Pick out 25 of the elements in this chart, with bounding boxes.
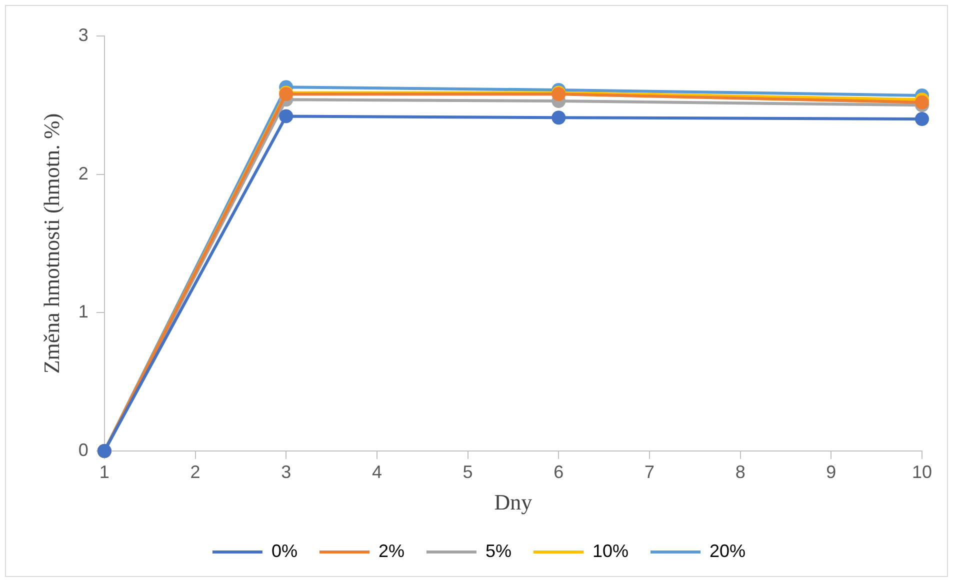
legend-label: 5% bbox=[485, 540, 512, 561]
y-tick-label: 0 bbox=[78, 440, 88, 460]
legend-label: 2% bbox=[378, 540, 404, 561]
legend-label: 10% bbox=[592, 540, 629, 561]
x-tick-label: 7 bbox=[644, 462, 654, 482]
x-tick-label: 1 bbox=[99, 462, 110, 482]
point bbox=[915, 112, 929, 126]
x-tick-label: 3 bbox=[281, 462, 292, 482]
y-tick-label: 3 bbox=[78, 24, 88, 45]
x-tick-label: 10 bbox=[912, 462, 932, 482]
y-tick-label: 2 bbox=[78, 163, 88, 184]
x-tick-label: 5 bbox=[462, 462, 473, 482]
point bbox=[279, 109, 294, 124]
point bbox=[552, 110, 566, 125]
point bbox=[915, 95, 929, 110]
y-axis-title: Změna hmotnosti (hmotn. %) bbox=[38, 113, 64, 374]
legend-label: 20% bbox=[710, 540, 746, 561]
x-tick-label: 2 bbox=[190, 462, 200, 482]
x-tick-label: 4 bbox=[372, 462, 382, 482]
x-tick-label: 9 bbox=[826, 462, 836, 482]
x-tick-label: 8 bbox=[735, 462, 746, 482]
y-tick-label: 1 bbox=[78, 302, 88, 322]
legend-label: 0% bbox=[271, 540, 298, 561]
x-axis-title: Dny bbox=[494, 490, 532, 515]
x-tick-label: 6 bbox=[554, 462, 564, 482]
